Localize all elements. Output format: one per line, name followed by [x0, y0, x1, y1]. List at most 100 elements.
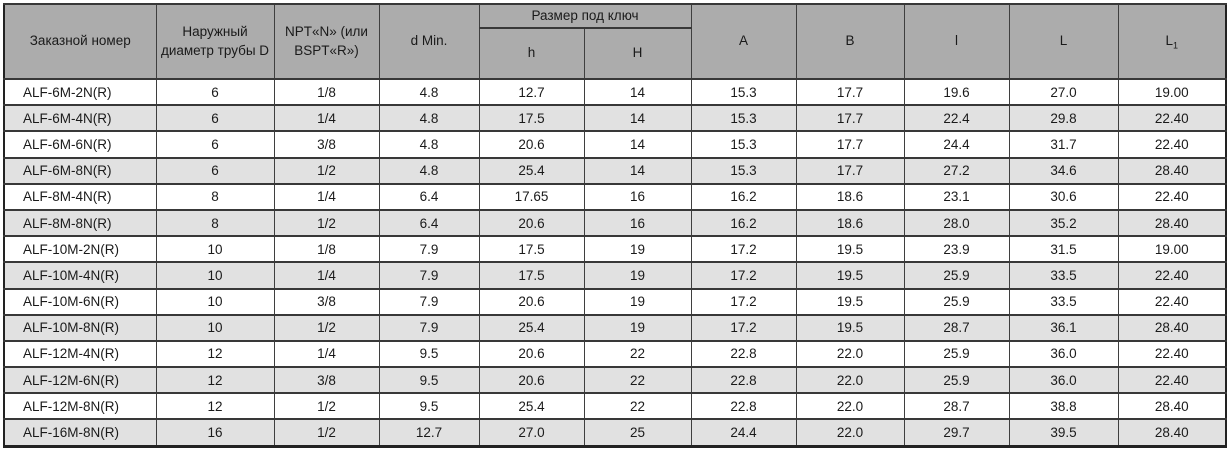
cell: 7.9	[378, 313, 480, 342]
cell: 22.40	[1117, 339, 1227, 369]
cell: 28.0	[903, 208, 1010, 238]
cell: 9.5	[378, 392, 480, 421]
col-header-h-small: h	[478, 27, 585, 80]
cell: 1/2	[273, 156, 380, 185]
table-header: Заказной номер Наружный диаметр трубы D …	[3, 3, 1227, 80]
cell-order-number: ALF-12M-6N(R)	[3, 366, 157, 395]
cell: 33.5	[1008, 287, 1119, 316]
cell: 22.40	[1117, 261, 1227, 290]
cell: 15.3	[690, 130, 797, 159]
cell: 22.40	[1117, 366, 1227, 395]
cell-order-number: ALF-10M-2N(R)	[3, 235, 157, 264]
cell: 28.40	[1117, 208, 1227, 238]
cell: 10	[155, 261, 275, 290]
cell: 25.9	[903, 261, 1010, 290]
cell: 22	[583, 339, 692, 369]
cell: 3/8	[273, 287, 380, 316]
cell: 14	[583, 130, 692, 159]
table-row: ALF-12M-6N(R) 12 3/8 9.5 20.6 22 22.8 22…	[3, 366, 1227, 395]
cell: 17.2	[690, 287, 797, 316]
cell: 28.7	[903, 313, 1010, 342]
cell: 22.8	[690, 366, 797, 395]
cell-order-number: ALF-12M-8N(R)	[3, 392, 157, 421]
cell: 16	[583, 182, 692, 211]
cell: 15.3	[690, 156, 797, 185]
cell: 1/4	[273, 104, 380, 133]
cell: 17.5	[478, 104, 585, 133]
cell: 20.6	[478, 339, 585, 369]
table-row: ALF-12M-8N(R) 12 1/2 9.5 25.4 22 22.8 22…	[3, 392, 1227, 421]
table-row: ALF-6M-8N(R) 6 1/2 4.8 25.4 14 15.3 17.7…	[3, 156, 1227, 185]
cell: 19	[583, 235, 692, 264]
col-header-wrench-size-group: Размер под ключ	[478, 3, 692, 29]
cell: 19.5	[795, 313, 905, 342]
cell: 19.00	[1117, 77, 1227, 107]
cell: 22.0	[795, 339, 905, 369]
cell: 19	[583, 261, 692, 290]
cell-order-number: ALF-8M-8N(R)	[3, 208, 157, 238]
col-header-order-number: Заказной номер	[3, 3, 157, 80]
table-row: ALF-12M-4N(R) 12 1/4 9.5 20.6 22 22.8 22…	[3, 339, 1227, 369]
cell: 22.8	[690, 392, 797, 421]
cell: 22.8	[690, 339, 797, 369]
cell-order-number: ALF-12M-4N(R)	[3, 339, 157, 369]
cell: 17.7	[795, 104, 905, 133]
cell: 17.2	[690, 313, 797, 342]
cell: 20.6	[478, 130, 585, 159]
cell: 22.0	[795, 366, 905, 395]
cell: 29.7	[903, 418, 1010, 448]
col-header-outer-diameter: Наружный диаметр трубы D	[155, 3, 275, 80]
col-header-B: B	[795, 3, 905, 80]
cell: 20.6	[478, 366, 585, 395]
col-header-h-big: H	[583, 27, 692, 80]
cell: 15.3	[690, 104, 797, 133]
cell: 1/2	[273, 208, 380, 238]
cell: 28.40	[1117, 156, 1227, 185]
cell-order-number: ALF-6M-4N(R)	[3, 104, 157, 133]
cell: 39.5	[1008, 418, 1119, 448]
cell: 19.6	[903, 77, 1010, 107]
cell: 35.2	[1008, 208, 1119, 238]
cell: 25.4	[478, 156, 585, 185]
cell: 16	[583, 208, 692, 238]
cell: 22	[583, 366, 692, 395]
cell: 38.8	[1008, 392, 1119, 421]
cell: 22.0	[795, 418, 905, 448]
cell: 22.40	[1117, 182, 1227, 211]
table-row: ALF-8M-4N(R) 8 1/4 6.4 17.65 16 16.2 18.…	[3, 182, 1227, 211]
cell: 6	[155, 77, 275, 107]
cell: 14	[583, 104, 692, 133]
cell: 27.0	[1008, 77, 1119, 107]
cell: 25.9	[903, 287, 1010, 316]
cell: 22	[583, 392, 692, 421]
table-row: ALF-6M-2N(R) 6 1/8 4.8 12.7 14 15.3 17.7…	[3, 77, 1227, 107]
cell: 36.0	[1008, 339, 1119, 369]
cell: 17.7	[795, 77, 905, 107]
table-row: ALF-16M-8N(R) 16 1/2 12.7 27.0 25 24.4 2…	[3, 418, 1227, 448]
cell: 25.9	[903, 366, 1010, 395]
table-row: ALF-10M-2N(R) 10 1/8 7.9 17.5 19 17.2 19…	[3, 235, 1227, 264]
cell: 1/4	[273, 261, 380, 290]
cell: 19.5	[795, 261, 905, 290]
L1-subscript: 1	[1173, 41, 1179, 52]
cell: 4.8	[378, 130, 480, 159]
cell: 16	[155, 418, 275, 448]
cell: 12	[155, 392, 275, 421]
cell: 4.8	[378, 77, 480, 107]
cell: 6.4	[378, 208, 480, 238]
cell: 19.5	[795, 287, 905, 316]
table-row: ALF-6M-6N(R) 6 3/8 4.8 20.6 14 15.3 17.7…	[3, 130, 1227, 159]
cell: 17.2	[690, 261, 797, 290]
cell: 15.3	[690, 77, 797, 107]
cell: 27.2	[903, 156, 1010, 185]
cell: 10	[155, 287, 275, 316]
cell: 8	[155, 208, 275, 238]
cell: 18.6	[795, 182, 905, 211]
col-header-L1: L1	[1117, 3, 1227, 80]
cell-order-number: ALF-6M-8N(R)	[3, 156, 157, 185]
cell-order-number: ALF-10M-8N(R)	[3, 313, 157, 342]
col-header-d-min: d Min.	[378, 3, 480, 80]
cell: 1/2	[273, 392, 380, 421]
cell: 17.5	[478, 261, 585, 290]
cell: 1/2	[273, 418, 380, 448]
